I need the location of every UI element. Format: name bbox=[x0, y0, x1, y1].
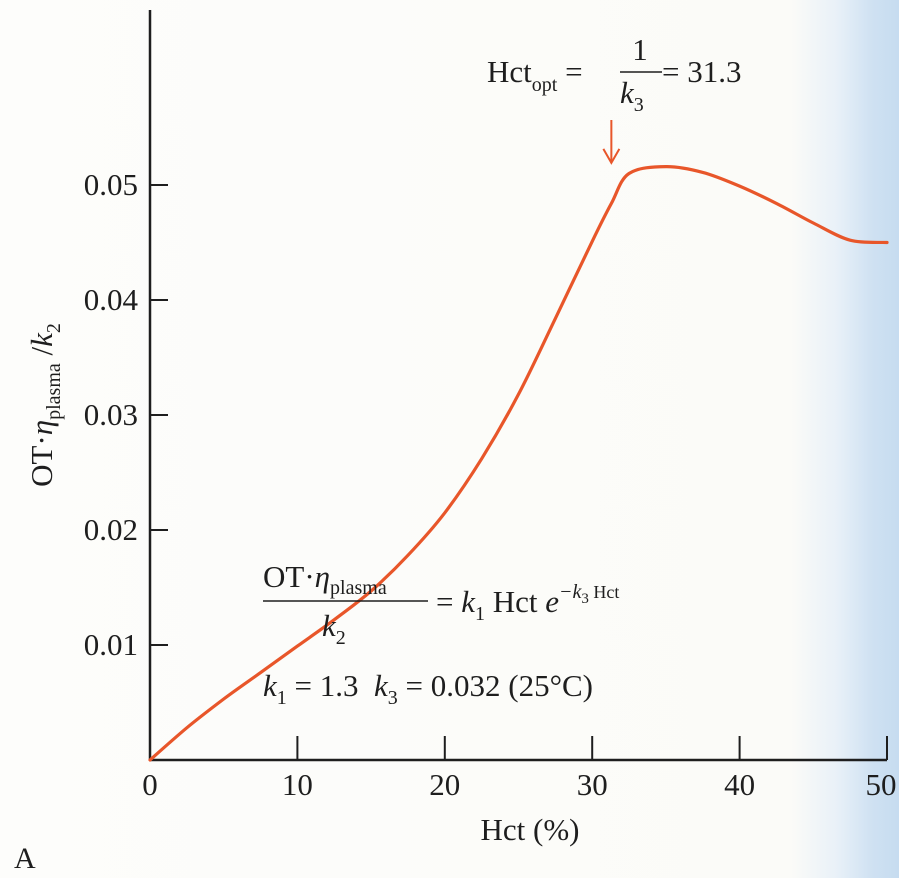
x-tick-label: 40 bbox=[724, 767, 755, 802]
equation-numerator: OT·ηplasma bbox=[263, 559, 387, 599]
x-tick-label: 0 bbox=[142, 767, 158, 802]
optimum-fraction-denominator: k3 bbox=[620, 75, 644, 116]
constants-line: k1 = 1.3 k3 = 0.032 (25°C) bbox=[263, 668, 593, 709]
y-tick-label: 0.04 bbox=[84, 282, 139, 317]
y-tick-label: 0.02 bbox=[84, 512, 138, 547]
optimum-label-left: Hctopt = bbox=[487, 54, 583, 96]
series-line-curve bbox=[148, 164, 889, 762]
y-ticks: 0.01 0.02 0.03 0.04 0.05 bbox=[84, 167, 168, 662]
equation-annotation: OT·ηplasma k2 = k1 Hct e−k3 Hct bbox=[263, 559, 619, 649]
y-tick-label: 0.05 bbox=[84, 167, 138, 202]
y-tick-label: 0.03 bbox=[84, 397, 138, 432]
optimum-arrow-head bbox=[602, 148, 621, 165]
panel-label: A bbox=[14, 842, 36, 875]
optimum-fraction-numerator: 1 bbox=[632, 32, 648, 67]
equation-rhs: = k1 Hct e−k3 Hct bbox=[436, 581, 619, 625]
x-tick-label: 10 bbox=[282, 767, 313, 802]
x-axis-title: Hct (%) bbox=[481, 812, 580, 847]
x-tick-label: 50 bbox=[866, 767, 897, 802]
x-tick-label: 20 bbox=[429, 767, 460, 802]
optimum-value: = 31.3 bbox=[662, 54, 741, 89]
equation-denominator: k2 bbox=[322, 608, 346, 649]
y-axis-title: OT·ηplasma /k2 bbox=[24, 323, 65, 487]
axes bbox=[148, 10, 887, 762]
y-tick-label: 0.01 bbox=[84, 627, 138, 662]
x-ticks: 0 10 20 30 40 50 bbox=[142, 736, 897, 802]
optimum-annotation: Hctopt = 1 k3 = 31.3 bbox=[487, 32, 741, 165]
x-tick-label: 30 bbox=[577, 767, 608, 802]
svg-text:OT·ηplasma /k2: OT·ηplasma /k2 bbox=[24, 323, 65, 487]
